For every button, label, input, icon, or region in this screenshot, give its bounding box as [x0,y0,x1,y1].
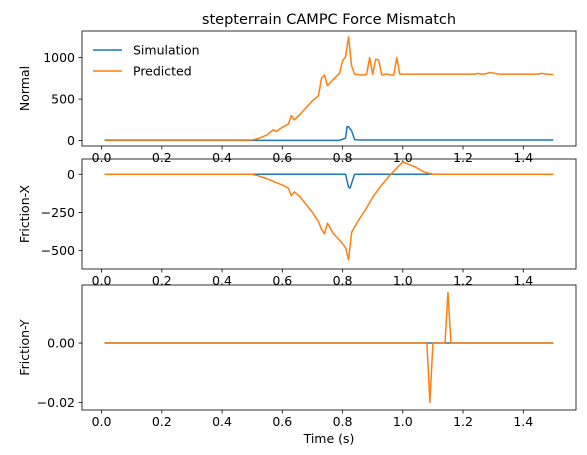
x-tick-label: 0.6 [272,150,292,165]
series-line-simulation-1 [104,125,554,142]
y-tick-label: 0 [67,133,75,148]
x-tick-label: 0.2 [152,273,172,288]
y-tick-label: 0.00 [47,336,75,351]
axes-frame-2 [81,158,577,270]
series-line-predicted-2 [104,161,554,261]
legend-label-simulation: Simulation [133,43,200,58]
series-line-predicted-3 [104,291,554,404]
x-tick-label: 0.0 [92,273,112,288]
chart-title: stepterrain CAMPC Force Mismatch [202,12,456,28]
x-tick-label: 0.4 [212,273,232,288]
x-tick-label: 0.6 [272,414,292,429]
x-tick-label: 0.4 [212,150,232,165]
x-tick-label: 1.0 [393,150,413,165]
x-tick-label: 0.0 [92,414,112,429]
y-tick-label: −250 [41,205,75,220]
axes-frame-1 [81,30,577,147]
axes-frame-3 [81,284,577,411]
y-tick-label: 1000 [43,50,75,65]
x-tick-label: 0.2 [152,414,172,429]
x-tick-label: 0.8 [333,414,353,429]
y-axis-label-1: Normal [17,66,32,111]
y-axis-label-2: Friction-X [17,184,32,243]
series-line-simulation-2 [104,173,554,189]
x-tick-label: 1.2 [453,273,473,288]
legend-label-predicted: Predicted [133,64,192,79]
y-tick-label: 0 [67,167,75,182]
x-tick-label: 0.6 [272,273,292,288]
x-tick-label: 1.4 [513,414,533,429]
x-tick-label: 0.8 [333,150,353,165]
x-tick-label: 1.4 [513,150,533,165]
x-tick-label: 0.4 [212,414,232,429]
subplot-1: 0.0 0.2 0.4 0.6 0.8 1.0 1.2 1.4 0 500 1000 Normal Si… [17,30,577,165]
x-tick-label: 1.2 [453,150,473,165]
subplot-2: 0.0 0.2 0.4 0.6 0.8 1.0 1.2 1.4 0 −250 −500 Frictio… [17,158,577,288]
x-axis-label: Time (s) [303,431,355,446]
y-tick-label: 500 [51,92,75,107]
subplot-3: 0.0 0.2 0.4 0.6 0.8 1.0 1.2 1.4 0.00 −0.02 Frictio… [17,284,577,429]
y-tick-label: −500 [41,243,75,258]
legend: Simulation Predicted [93,43,200,79]
x-tick-label: 1.4 [513,273,533,288]
x-tick-label: 1.2 [453,414,473,429]
x-tick-label: 1.0 [393,273,413,288]
x-tick-label: 0.2 [152,150,172,165]
y-tick-label: −0.02 [37,395,75,410]
x-tick-label: 1.0 [393,414,413,429]
y-axis-label-3: Friction-Y [17,319,32,376]
x-tick-label: 0.0 [92,150,112,165]
x-tick-label: 0.8 [333,273,353,288]
series-line-predicted-1 [104,36,554,141]
